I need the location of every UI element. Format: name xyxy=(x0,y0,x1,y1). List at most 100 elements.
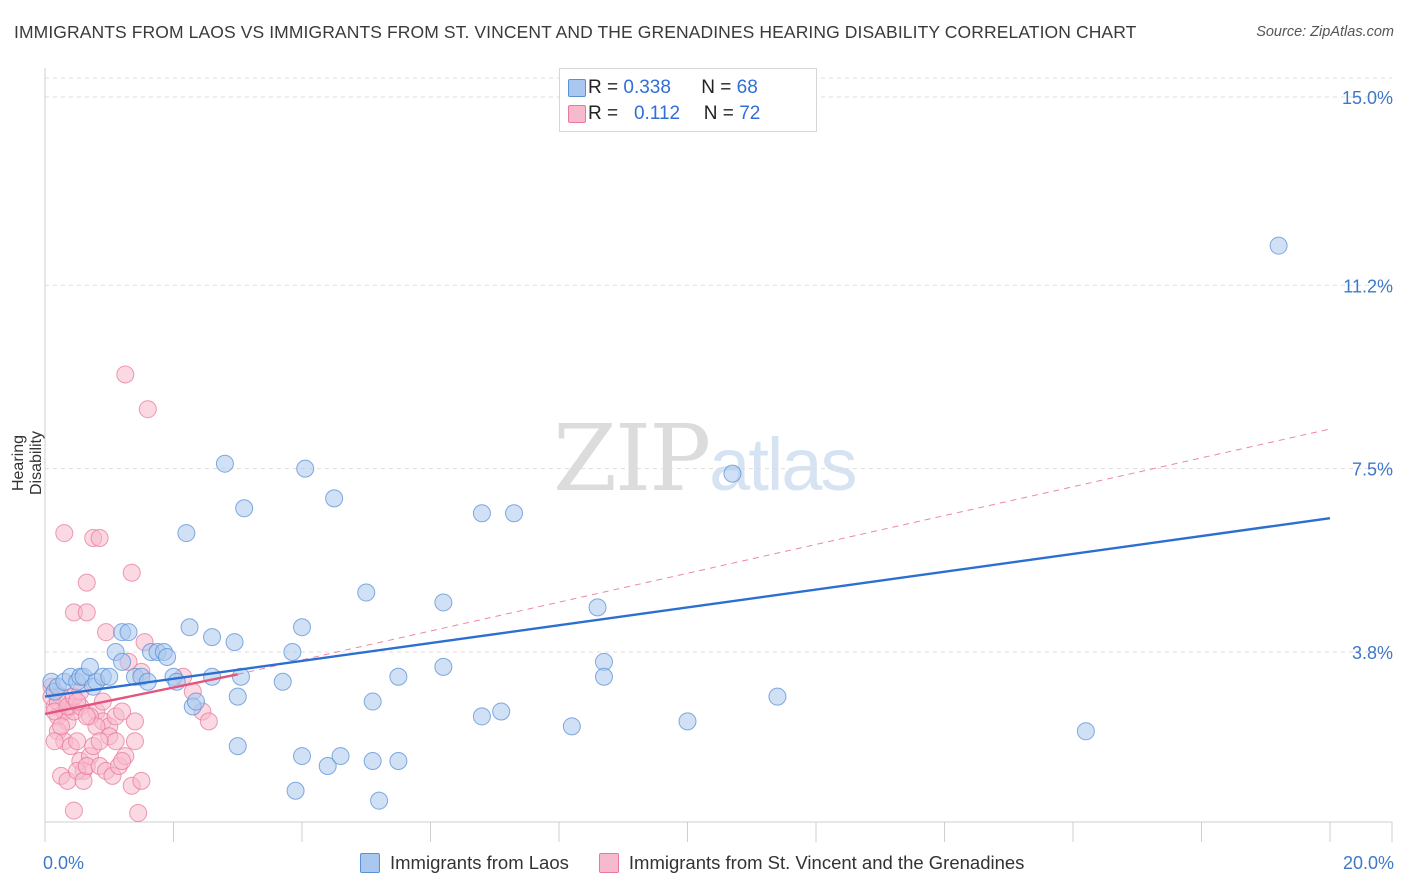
trendline-extension-svg xyxy=(237,428,1331,675)
data-point-laos xyxy=(472,504,491,523)
data-point-laos xyxy=(203,667,222,686)
trendline-svg xyxy=(44,673,238,716)
watermark: ZIPatlas xyxy=(553,405,857,512)
watermark-atlas: atlas xyxy=(709,423,857,506)
bottom-legend-svg: Immigrants from St. Vincent and the Gren… xyxy=(598,852,1025,874)
data-point-laos xyxy=(100,667,119,686)
data-point-laos xyxy=(325,489,344,508)
trendline-laos xyxy=(44,517,1331,698)
data-point-laos xyxy=(177,524,196,543)
legend-r-svg: 0.112 xyxy=(633,103,681,124)
data-point-laos xyxy=(283,643,302,661)
data-point-svg xyxy=(77,573,96,592)
data-point-laos xyxy=(293,747,311,766)
data-point-laos xyxy=(363,752,382,771)
legend-n-laos: 68 xyxy=(736,77,758,98)
data-point-svg xyxy=(74,771,93,790)
bottom-legend: Immigrants from Laos Immigrants from St.… xyxy=(360,852,1054,874)
data-point-laos xyxy=(293,618,311,637)
data-point-laos xyxy=(113,652,132,671)
y-tick-label: 3.8% xyxy=(1352,643,1393,663)
data-point-laos xyxy=(1076,722,1095,741)
data-point-svg xyxy=(68,732,87,751)
legend-row-laos: R = 0.338 N = 68 xyxy=(568,77,758,99)
data-point-laos xyxy=(768,687,787,706)
y-tick-label: 7.5% xyxy=(1352,460,1393,480)
data-point-laos xyxy=(389,752,408,771)
y-axis-label: Hearing Disability xyxy=(10,431,45,496)
legend-r-label: R = xyxy=(588,103,619,124)
data-point-laos xyxy=(723,464,742,483)
data-point-laos xyxy=(331,747,350,766)
data-point-laos xyxy=(296,459,315,478)
data-point-laos xyxy=(235,499,254,518)
data-point-laos xyxy=(180,618,199,637)
data-point-svg xyxy=(77,707,96,726)
data-point-svg xyxy=(113,702,132,721)
legend-n-svg: 72 xyxy=(739,103,761,124)
data-point-laos xyxy=(505,504,524,523)
data-point-laos xyxy=(215,454,234,473)
data-point-laos xyxy=(186,692,205,711)
data-point-laos xyxy=(588,598,607,617)
data-point-svg xyxy=(106,732,125,751)
data-point-laos xyxy=(472,707,491,726)
data-point-laos xyxy=(562,717,581,736)
legend-r-laos: 0.338 xyxy=(623,77,671,98)
chart-title: IMMIGRANTS FROM LAOS VS IMMIGRANTS FROM … xyxy=(14,22,1137,42)
bottom-legend-swatch-laos xyxy=(360,853,380,873)
bottom-legend-label-laos: Immigrants from Laos xyxy=(390,852,569,873)
data-point-svg xyxy=(132,771,151,790)
data-point-svg xyxy=(77,603,96,622)
x-tick-label: 20.0% xyxy=(1343,853,1394,873)
bottom-legend-label-svg: Immigrants from St. Vincent and the Gren… xyxy=(628,852,1025,873)
data-point-svg xyxy=(125,732,144,751)
data-point-svg xyxy=(52,717,71,736)
data-point-laos xyxy=(434,657,453,676)
bottom-legend-laos: Immigrants from Laos xyxy=(360,852,569,874)
data-point-laos xyxy=(228,687,247,706)
data-point-svg xyxy=(138,400,157,419)
data-point-laos xyxy=(678,712,697,731)
data-point-svg xyxy=(125,712,144,731)
data-point-svg xyxy=(97,623,116,642)
data-point-svg xyxy=(55,524,74,543)
data-point-laos xyxy=(203,628,222,647)
legend-n-label: N = xyxy=(701,77,732,98)
data-point-laos xyxy=(363,692,382,711)
data-point-laos xyxy=(158,647,177,666)
data-point-svg xyxy=(64,801,83,820)
legend-row-svg: R = 0.112 N = 72 xyxy=(568,103,761,125)
legend: R = 0.338 N = 68 R = 0.112 N = 72 xyxy=(559,68,817,132)
data-point-laos xyxy=(228,737,247,756)
data-point-laos xyxy=(594,667,613,686)
data-point-laos xyxy=(434,593,453,612)
legend-r-label: R = xyxy=(588,77,619,98)
y-tick-label: 15.0% xyxy=(1342,88,1393,108)
data-point-svg xyxy=(116,365,135,384)
data-point-svg xyxy=(113,752,132,771)
legend-swatch-laos xyxy=(568,79,586,97)
y-tick-label: 11.2% xyxy=(1343,276,1393,296)
legend-n-label: N = xyxy=(703,103,734,124)
data-point-laos xyxy=(389,667,408,686)
legend-swatch-svg xyxy=(568,105,586,123)
watermark-zip: ZIP xyxy=(553,405,711,512)
data-point-svg xyxy=(90,732,109,751)
bottom-legend-swatch-svg xyxy=(598,853,619,873)
data-point-svg xyxy=(122,563,141,582)
data-point-svg xyxy=(199,712,218,731)
x-tick-label: 0.0% xyxy=(43,853,84,873)
data-point-laos xyxy=(370,791,389,810)
data-point-laos xyxy=(318,756,337,775)
data-point-laos xyxy=(119,623,138,642)
data-point-laos xyxy=(225,633,244,652)
data-point-laos xyxy=(1269,236,1288,255)
data-point-svg xyxy=(129,804,148,823)
data-point-laos xyxy=(273,672,292,691)
data-point-svg xyxy=(90,529,109,548)
data-point-laos xyxy=(80,657,99,676)
data-point-svg xyxy=(45,732,64,751)
data-point-laos xyxy=(357,583,376,602)
